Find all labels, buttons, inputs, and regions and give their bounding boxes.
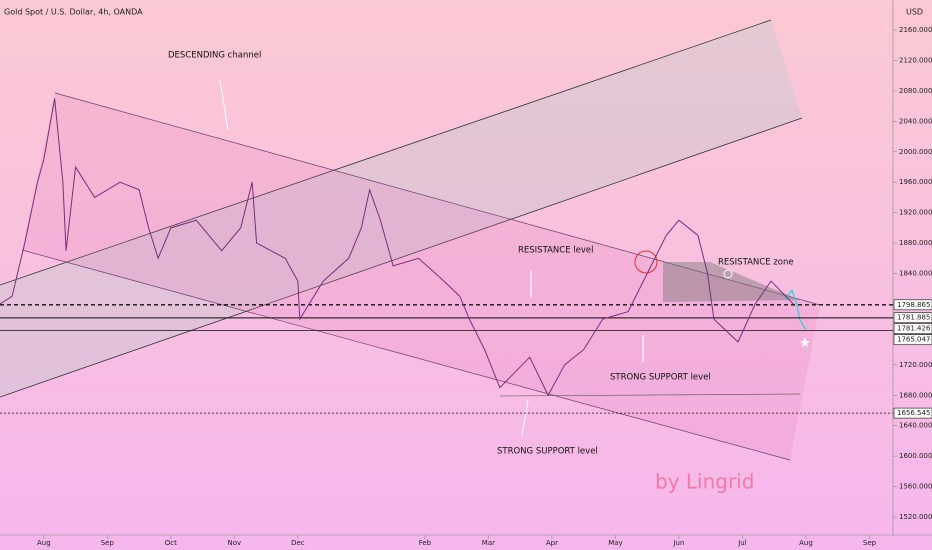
x-tick-label: Dec (291, 539, 305, 547)
price-level-label: 1798.865 (897, 301, 930, 309)
x-tick-label: Oct (165, 539, 177, 547)
chart-title: Gold Spot / U.S. Dollar, 4h, OANDA (4, 8, 143, 17)
arrow (521, 399, 529, 436)
y-tick-label: 2000.000 (899, 148, 932, 156)
x-tick-label: Sep (863, 539, 877, 547)
price-level-box (893, 334, 932, 346)
y-tick-label: 2080.000 (899, 87, 932, 95)
annotation: DESCENDING channel (168, 51, 261, 61)
y-tick-label: 2040.000 (899, 117, 932, 125)
annotation: STRONG SUPPORT level (610, 373, 711, 383)
channel-line (21, 249, 791, 461)
resistance-zone (663, 262, 800, 302)
price-level-box (893, 407, 932, 419)
x-tick-label: Sep (101, 539, 115, 547)
channel-line (0, 117, 803, 398)
annotation: STRONG SUPPORT level (497, 447, 598, 457)
price-level-box (893, 299, 932, 311)
price-level-label: 1765.047 (897, 336, 930, 344)
projection-arrow (784, 288, 807, 331)
y-tick-label: 1600.000 (899, 452, 932, 460)
price-line (0, 98, 794, 397)
x-tick-label: Aug (799, 539, 813, 547)
x-tick-label: Aug (37, 539, 51, 547)
x-tick-label: Mar (482, 539, 495, 547)
channel-line (54, 92, 821, 306)
highlight-circle (634, 250, 658, 274)
price-level-box (893, 312, 932, 324)
watermark: by Lingrid (655, 470, 754, 494)
descending-channel-fill (22, 93, 820, 460)
x-tick-label: Jun (672, 539, 684, 547)
y-tick-label: 1520.000 (899, 513, 932, 521)
y-tick-label: 1760.000 (899, 330, 932, 338)
x-tick-label: Jul (737, 539, 747, 547)
x-tick-label: Apr (546, 539, 558, 547)
arrow (219, 79, 229, 131)
support-line (499, 393, 801, 397)
annotation: RESISTANCE level (518, 246, 594, 256)
annotation: RESISTANCE zone (718, 258, 794, 268)
y-tick-label: 2160.000 (899, 26, 932, 34)
channel-line (0, 19, 772, 286)
y-tick-label: 1560.000 (899, 483, 932, 491)
star-icon (800, 337, 810, 347)
y-tick-label: 1920.000 (899, 209, 932, 217)
y-axis-label: USD (906, 8, 923, 17)
x-tick-label: Feb (419, 539, 432, 547)
y-tick-label: 2120.000 (899, 56, 932, 64)
y-tick-label: 1880.000 (899, 239, 932, 247)
price-level-box (893, 323, 932, 335)
y-tick-label: 1960.000 (899, 178, 932, 186)
price-level-label: 1781.885 (897, 314, 930, 322)
price-level-label: 1656.545 (897, 409, 930, 417)
y-tick-label: 1680.000 (899, 391, 932, 399)
ascending-channel-fill (0, 20, 802, 397)
price-level-label: 1781.426 (897, 325, 931, 333)
x-tick-label: May (608, 539, 622, 547)
x-tick-label: Nov (228, 539, 242, 547)
y-tick-label: 1720.000 (899, 361, 932, 369)
icon (723, 269, 733, 279)
y-tick-label: 1640.000 (899, 422, 932, 430)
y-tick-label: 1840.000 (899, 270, 932, 278)
